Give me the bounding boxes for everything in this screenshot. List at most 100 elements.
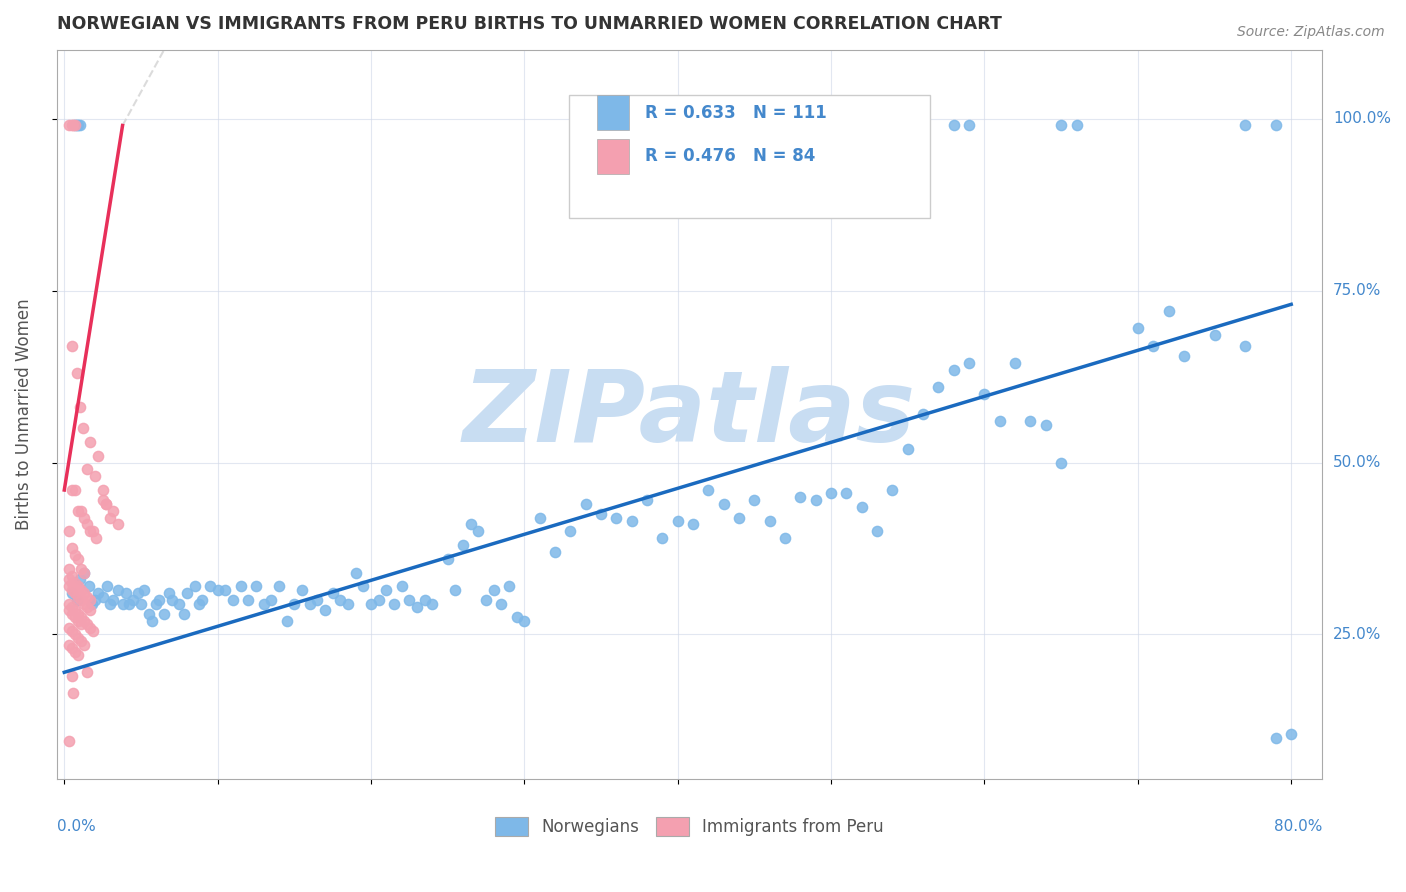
Point	[73, 566, 96, 580]
Point	[63, 119, 86, 133]
Point	[62, 119, 84, 133]
Point	[912, 408, 935, 422]
Point	[107, 582, 129, 597]
Point	[63, 586, 86, 600]
Point	[91, 493, 114, 508]
Point	[70, 617, 93, 632]
Point	[94, 497, 117, 511]
Point	[69, 573, 91, 587]
Point	[422, 597, 444, 611]
Point	[482, 582, 505, 597]
Point	[82, 524, 104, 539]
Point	[773, 531, 796, 545]
Point	[60, 586, 83, 600]
Point	[245, 579, 267, 593]
Point	[111, 597, 134, 611]
Point	[1050, 119, 1073, 133]
Point	[73, 510, 96, 524]
Point	[758, 514, 780, 528]
Point	[87, 449, 110, 463]
Text: 80.0%: 80.0%	[1274, 819, 1322, 834]
Point	[375, 582, 398, 597]
Point	[70, 634, 93, 648]
Point	[63, 575, 86, 590]
Point	[322, 586, 344, 600]
Text: 50.0%: 50.0%	[1333, 455, 1381, 470]
Point	[76, 517, 98, 532]
Point	[76, 599, 98, 614]
Point	[491, 597, 513, 611]
Point	[835, 486, 858, 500]
Point	[62, 686, 84, 700]
Text: 75.0%: 75.0%	[1333, 283, 1381, 298]
Point	[60, 582, 83, 597]
Point	[132, 582, 155, 597]
Point	[69, 119, 91, 133]
Point	[67, 582, 90, 597]
Point	[63, 483, 86, 497]
Point	[1173, 349, 1195, 363]
Point	[191, 593, 214, 607]
Point	[176, 586, 198, 600]
Point	[91, 483, 114, 497]
Point	[58, 562, 80, 576]
Point	[63, 627, 86, 641]
Point	[91, 590, 114, 604]
Point	[529, 510, 551, 524]
Point	[84, 469, 107, 483]
Point	[129, 597, 152, 611]
Point	[253, 597, 276, 611]
Point	[344, 566, 367, 580]
Text: Source: ZipAtlas.com: Source: ZipAtlas.com	[1237, 25, 1385, 39]
Point	[460, 517, 482, 532]
Point	[72, 421, 94, 435]
Point	[70, 593, 93, 607]
Point	[58, 573, 80, 587]
Point	[107, 517, 129, 532]
Point	[744, 493, 766, 508]
Point	[67, 648, 90, 662]
Point	[406, 599, 429, 614]
Point	[360, 597, 382, 611]
Point	[79, 621, 101, 635]
Point	[329, 593, 352, 607]
Point	[65, 593, 87, 607]
Bar	[598, 95, 628, 130]
Point	[63, 579, 86, 593]
Point	[141, 614, 163, 628]
Point	[86, 531, 108, 545]
Point	[682, 517, 704, 532]
Point	[666, 514, 689, 528]
Point	[413, 593, 436, 607]
Point	[927, 380, 949, 394]
Point	[76, 590, 98, 604]
Point	[60, 669, 83, 683]
Point	[575, 497, 598, 511]
Point	[67, 551, 90, 566]
Point	[173, 607, 195, 621]
Point	[314, 603, 336, 617]
Point	[60, 483, 83, 497]
Point	[153, 607, 176, 621]
Point	[94, 497, 117, 511]
Point	[70, 562, 93, 576]
Point	[337, 597, 360, 611]
Point	[1004, 356, 1026, 370]
Point	[63, 610, 86, 624]
Point	[560, 524, 582, 539]
Point	[973, 386, 995, 401]
Point	[267, 579, 290, 593]
Point	[169, 597, 191, 611]
Point	[67, 631, 90, 645]
Point	[79, 593, 101, 607]
Point	[80, 597, 103, 611]
Bar	[598, 139, 628, 174]
Point	[207, 582, 229, 597]
Point	[60, 338, 83, 352]
Point	[1264, 119, 1286, 133]
Point	[63, 119, 86, 133]
Point	[84, 593, 107, 607]
Point	[87, 586, 110, 600]
Point	[67, 590, 90, 604]
Point	[367, 593, 389, 607]
